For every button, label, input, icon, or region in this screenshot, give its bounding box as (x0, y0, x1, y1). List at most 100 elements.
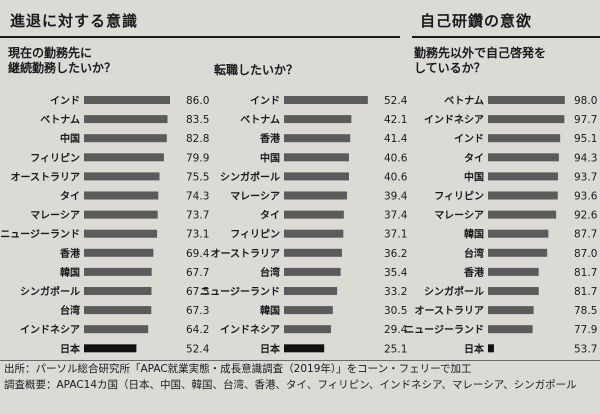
value-label: 73.7 (186, 210, 209, 222)
chart-panel-job-change: 転職したいか？ インド 52.4 ベトナム 42.1 香港 41.4 中国 40.6 シンガポー… (200, 46, 408, 355)
value-label: 42.1 (384, 114, 407, 126)
value-label: 64.2 (186, 324, 209, 336)
category-label: インド (454, 133, 484, 145)
category-label: マレーシア (434, 210, 484, 222)
bar (488, 267, 539, 276)
value-label: 37.1 (384, 229, 407, 241)
bar (84, 172, 160, 181)
value-label: 98.0 (574, 95, 597, 107)
value-label: 78.5 (574, 305, 597, 317)
bar (84, 287, 152, 295)
chart-title-line: 転職したいか？ (214, 63, 299, 77)
category-label: 日本 (464, 342, 485, 355)
value-label: 79.9 (186, 152, 209, 164)
value-label: 95.1 (574, 133, 597, 145)
category-label: 香港 (464, 266, 485, 279)
value-label: 29.4 (384, 324, 408, 336)
bar (284, 96, 368, 104)
value-label: 81.7 (574, 267, 597, 279)
bar (488, 210, 557, 219)
bar-japan (488, 344, 494, 353)
chart-panel-self-development: 勤務先以外で自己啓発を しているか？ ベトナム 98.0 インドネシア 97.7 インド… (404, 46, 600, 355)
category-label: タイ (260, 210, 280, 222)
value-label: 73.1 (186, 229, 209, 241)
value-label: 74.3 (186, 191, 209, 203)
value-label: 40.6 (384, 152, 408, 164)
chart-title-line: 現在の勤務先に (8, 46, 93, 60)
bar (284, 267, 341, 276)
category-label: 韓国 (260, 304, 280, 317)
value-label: 25.1 (384, 343, 407, 355)
category-label: インドネシア (424, 114, 484, 126)
survey-overview-note: 調査概要：APAC14カ国（日本、中国、韓国、台湾、香港、タイ、フィリピン、イン… (4, 379, 577, 391)
value-label: 97.7 (574, 114, 597, 126)
value-label: 93.7 (574, 171, 597, 183)
category-label: 日本 (60, 342, 81, 355)
category-label: 台湾 (464, 247, 484, 260)
value-label: 33.2 (384, 286, 407, 298)
bar (84, 153, 164, 162)
bar (284, 115, 352, 124)
category-label: ニュージーランド (404, 324, 484, 336)
category-label: 韓国 (464, 228, 484, 241)
bar-chart-continue-employment: インド 86.0 ベトナム 83.5 中国 82.8 フィリピン 79.9 オーストラリア 75.… (0, 95, 210, 355)
category-label: 韓国 (60, 266, 80, 279)
value-label: 67.5 (186, 286, 209, 298)
category-label: 中国 (60, 132, 80, 145)
bar (84, 191, 159, 200)
value-label: 52.4 (384, 95, 408, 107)
bar (84, 210, 158, 219)
bar (84, 115, 168, 124)
chart-title-job-change: 転職したいか？ (214, 63, 298, 78)
section-title-career-awareness: 進退に対する意識 (10, 12, 139, 30)
bar (84, 134, 167, 143)
value-label: 39.4 (384, 191, 408, 203)
bar (284, 172, 349, 181)
category-label: シンガポール (220, 170, 280, 183)
category-label: ベトナム (444, 95, 484, 107)
value-label: 36.2 (384, 248, 407, 260)
chart-title-self-development: 勤務先以外で自己啓発を しているか？ (414, 46, 546, 76)
value-label: 67.7 (186, 267, 209, 279)
category-label: インドネシア (20, 324, 80, 336)
bar (284, 191, 348, 200)
value-label: 35.4 (384, 267, 408, 279)
value-label: 94.3 (574, 152, 597, 164)
value-label: 83.5 (186, 114, 209, 126)
value-label: 87.7 (574, 229, 597, 241)
value-label: 75.5 (186, 171, 209, 183)
bar (84, 325, 149, 334)
category-label: シンガポール (424, 285, 484, 298)
category-label: フィリピン (30, 152, 80, 164)
value-label: 69.4 (186, 248, 210, 260)
chart-panel-continue-employment: 現在の勤務先に 継続勤務したいか？ インド 86.0 ベトナム 83.5 中国 82.8 フ… (0, 46, 210, 355)
chart-title-line: 継続勤務したいか？ (8, 61, 117, 75)
bar (284, 210, 344, 219)
bar-japan (84, 344, 137, 353)
category-label: フィリピン (434, 191, 484, 203)
value-label: 93.6 (574, 191, 598, 203)
chart-title-line: 勤務先以外で自己啓発を (414, 46, 547, 60)
category-label: 香港 (260, 132, 281, 145)
category-label: 中国 (260, 151, 280, 164)
bar (488, 191, 558, 200)
bar (488, 248, 548, 257)
value-label: 40.6 (384, 171, 408, 183)
category-label: インド (250, 95, 280, 107)
category-label: シンガポール (20, 285, 80, 298)
category-label: マレーシア (30, 210, 80, 222)
value-label: 87.0 (574, 248, 597, 260)
category-label: タイ (464, 152, 484, 164)
category-label: 台湾 (60, 304, 80, 317)
bar (84, 267, 152, 276)
bar (284, 229, 344, 238)
chart-title-line: しているか？ (414, 61, 486, 75)
category-label: インドネシア (220, 324, 280, 336)
value-label: 86.0 (186, 95, 209, 107)
bar (284, 325, 332, 334)
bar (488, 96, 565, 104)
category-label: ベトナム (40, 114, 80, 126)
bar-chart-job-change: インド 52.4 ベトナム 42.1 香港 41.4 中国 40.6 シンガポール 40.6 マレー… (200, 95, 408, 355)
bar (84, 248, 154, 257)
bar (84, 229, 158, 238)
